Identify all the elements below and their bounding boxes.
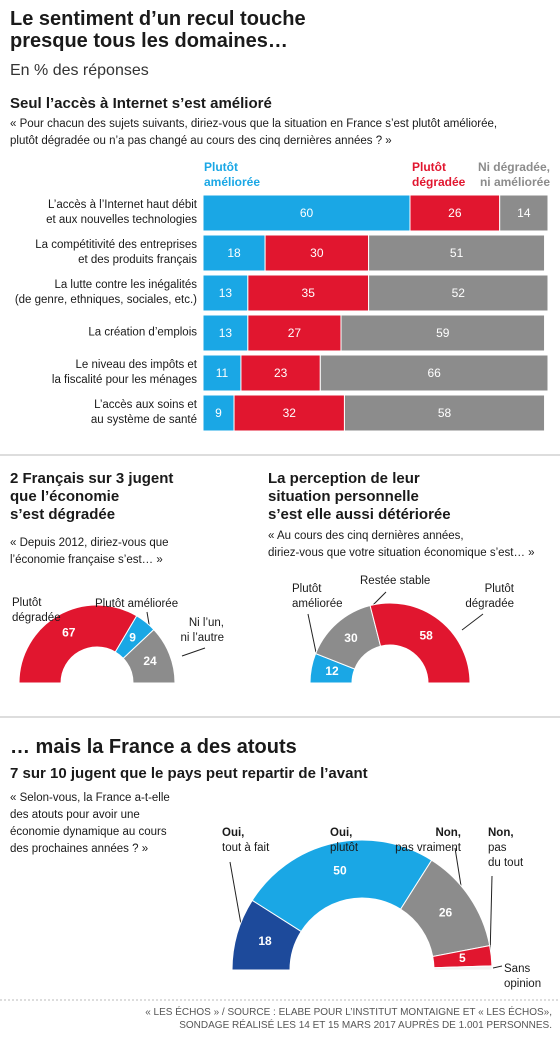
category-lead: Oui, — [330, 827, 353, 839]
category-label: Oui, plutôt — [330, 826, 358, 856]
value-label: 58 — [419, 629, 433, 643]
value-label: 24 — [143, 654, 157, 668]
page-title: Le sentiment d’un recul touche presque t… — [10, 8, 306, 52]
donut-segment — [369, 602, 471, 684]
category-label: La compétitivité des entreprises et des … — [35, 239, 197, 266]
bar-segment — [240, 354, 321, 392]
leader-line — [489, 875, 493, 959]
legend-label: Plutôt améliorée — [204, 160, 261, 189]
value-label: 58 — [438, 406, 452, 420]
value-label: 59 — [436, 326, 450, 340]
donut-segment — [18, 604, 138, 684]
bar-segment — [264, 234, 370, 272]
category-lead: Non, — [435, 827, 461, 839]
category-lead: Oui, — [222, 827, 245, 839]
category-label: La lutte contre les inégalités (de genre… — [14, 279, 197, 306]
source-note: « LES ÉCHOS » / SOURCE : ELABE POUR L’IN… — [145, 1007, 552, 1031]
value-label: 30 — [344, 631, 358, 645]
category-label: Plutôt dégradée — [12, 597, 61, 624]
category-label: L’accès aux soins et au système de santé — [90, 399, 197, 426]
value-label: 60 — [300, 206, 314, 220]
donut-segment — [433, 965, 493, 971]
value-label: 5 — [459, 951, 466, 965]
value-label: 9 — [215, 406, 222, 420]
bar-segment — [368, 234, 546, 272]
leader-line — [181, 647, 206, 657]
value-label: 13 — [219, 286, 233, 300]
category-label: Plutôt dégradée — [465, 583, 514, 610]
bar-segment — [409, 194, 501, 232]
category-detail: pas du tout — [488, 842, 524, 869]
chart-question: « Selon-vous, la France a-t-elle des ato… — [10, 792, 170, 855]
chart-title: La perception de leur situation personne… — [268, 470, 451, 523]
bar-segment — [247, 314, 342, 352]
value-label: 14 — [517, 206, 531, 220]
category-label: L’accès à l’Internet haut débit et aux n… — [46, 199, 197, 226]
category-label: Oui, tout à fait — [222, 826, 269, 856]
category-label: La création d’emplois — [88, 326, 197, 339]
value-label: 9 — [129, 631, 136, 645]
value-label: 51 — [450, 246, 464, 260]
value-label: 50 — [333, 864, 347, 878]
bar-segment — [343, 394, 546, 432]
value-label: 35 — [302, 286, 316, 300]
bar-segment — [202, 194, 411, 232]
chart-title: 7 sur 10 jugent que le pays peut reparti… — [10, 765, 368, 782]
page-subtitle: En % des réponses — [10, 62, 149, 79]
category-label: Plutôt améliorée — [95, 598, 179, 610]
category-label: Restée stable — [360, 575, 431, 587]
category-label: Plutôt améliorée — [292, 583, 343, 610]
bar-segment — [368, 274, 549, 312]
bar-segment — [499, 194, 549, 232]
bar-segment — [202, 394, 235, 432]
category-lead: Non, — [488, 827, 514, 839]
chart-title: Seul l’accès à Internet s’est amélioré — [10, 95, 272, 112]
value-label: 66 — [427, 366, 441, 380]
bar-segment — [340, 314, 546, 352]
bar-segment — [247, 274, 370, 312]
category-label: Non, pas du tout — [488, 826, 523, 871]
leader-line — [454, 847, 463, 893]
category-detail: pas vraiment — [395, 842, 461, 854]
value-label: 11 — [216, 366, 229, 380]
chart-title: 2 Français sur 3 jugent que l’économie s… — [10, 470, 174, 523]
leader-line — [461, 613, 484, 631]
donut-segment — [122, 628, 176, 684]
category-label: Non, pas vraiment — [395, 826, 461, 856]
chart-question: « Depuis 2012, diriez-vous que l’économi… — [10, 537, 169, 566]
category-detail: plutôt — [330, 842, 359, 854]
chart-question: « Pour chacun des sujets suivants, dirie… — [10, 118, 498, 147]
legend-label: Ni dégradée, ni améliorée — [477, 160, 550, 189]
value-label: 18 — [258, 934, 272, 948]
value-label: 26 — [439, 905, 453, 919]
value-label: 32 — [283, 406, 297, 420]
category-detail: tout à fait — [222, 842, 270, 854]
value-label: 18 — [227, 246, 241, 260]
legend-label: Plutôt dégradée — [412, 160, 466, 189]
value-label: 52 — [452, 286, 466, 300]
bar-segment — [202, 354, 242, 392]
bar-segment — [319, 354, 549, 392]
leader-line — [492, 965, 503, 969]
leader-line — [229, 861, 243, 931]
category-detail: Sans opinion — [504, 963, 542, 990]
value-label: 67 — [62, 626, 76, 640]
leader-line — [371, 591, 387, 607]
donut-segment — [251, 839, 433, 933]
value-label: 30 — [310, 246, 324, 260]
value-label: 23 — [274, 366, 288, 380]
bar-segment — [202, 234, 266, 272]
value-label: 26 — [448, 206, 462, 220]
section-title: … mais la France a des atouts — [10, 736, 297, 758]
category-label: Ni l’un, ni l’autre — [180, 617, 224, 644]
value-label: 12 — [325, 664, 339, 678]
category-label: Sans opinion — [504, 962, 541, 992]
value-label: 13 — [219, 326, 233, 340]
category-label: Le niveau des impôts et la fiscalité pou… — [51, 359, 197, 386]
value-label: 27 — [288, 326, 302, 340]
chart-question: « Au cours des cinq dernières années, di… — [268, 530, 535, 559]
